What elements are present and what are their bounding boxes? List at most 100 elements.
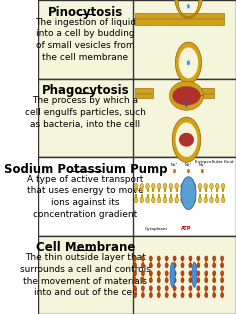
Bar (134, 258, 136, 264)
Text: The process by which a
cell engulfs particles, such
as bacteria, into the cell: The process by which a cell engulfs part… (25, 96, 146, 129)
Bar (182, 258, 183, 264)
Bar (182, 273, 183, 279)
Circle shape (140, 183, 143, 189)
Circle shape (192, 197, 196, 203)
Polygon shape (170, 262, 175, 287)
Circle shape (140, 197, 143, 203)
Bar (176, 186, 178, 192)
Polygon shape (169, 81, 203, 110)
Circle shape (149, 293, 152, 298)
Circle shape (197, 256, 200, 261)
Circle shape (169, 183, 173, 189)
Circle shape (173, 256, 176, 261)
Circle shape (181, 278, 184, 283)
Circle shape (215, 183, 219, 189)
Bar (211, 194, 212, 200)
Circle shape (169, 197, 173, 203)
Circle shape (181, 286, 184, 291)
Bar (221, 273, 223, 279)
Bar (211, 186, 212, 192)
Circle shape (152, 183, 155, 189)
Text: Na⁺: Na⁺ (171, 163, 178, 167)
Circle shape (165, 286, 168, 291)
Circle shape (215, 197, 219, 203)
Circle shape (189, 271, 192, 276)
Circle shape (213, 271, 216, 276)
Circle shape (176, 122, 197, 157)
Circle shape (189, 256, 192, 261)
Bar (150, 273, 152, 279)
Circle shape (175, 42, 202, 84)
Text: Cytoplasm: Cytoplasm (145, 227, 168, 231)
Text: The ingestion of liquid
into a cell by budding
of small vesicles from
the cell m: The ingestion of liquid into a cell by b… (35, 18, 136, 62)
Bar (141, 186, 143, 192)
Bar (135, 13, 224, 18)
Bar (38, 78, 236, 157)
Circle shape (141, 263, 144, 268)
Bar (135, 186, 137, 192)
Bar (206, 258, 207, 264)
Bar (135, 94, 153, 98)
Circle shape (165, 278, 168, 283)
Circle shape (157, 286, 160, 291)
Circle shape (141, 286, 144, 291)
Circle shape (210, 183, 213, 189)
Circle shape (205, 278, 208, 283)
Text: A type of active transport
that uses energy to move
ions against its
concentrati: A type of active transport that uses ene… (27, 175, 144, 219)
Circle shape (186, 183, 190, 189)
Text: ATP: ATP (181, 226, 192, 231)
Circle shape (181, 197, 184, 203)
Circle shape (205, 293, 208, 298)
Bar (147, 194, 148, 200)
Circle shape (221, 293, 224, 298)
Circle shape (141, 293, 144, 298)
Circle shape (133, 293, 137, 298)
Circle shape (149, 263, 152, 268)
Circle shape (205, 271, 208, 276)
Circle shape (173, 286, 176, 291)
Bar (181, 194, 183, 200)
Circle shape (221, 256, 224, 261)
Circle shape (189, 293, 192, 298)
Bar (198, 288, 199, 294)
Bar (158, 186, 160, 192)
Circle shape (133, 278, 137, 283)
Bar (213, 258, 215, 264)
Circle shape (133, 256, 137, 261)
Bar (213, 288, 215, 294)
Bar (181, 186, 183, 192)
Circle shape (157, 256, 160, 261)
Circle shape (149, 256, 152, 261)
Circle shape (221, 263, 224, 268)
Circle shape (173, 278, 176, 283)
Circle shape (157, 293, 160, 298)
Bar (216, 186, 218, 192)
Circle shape (205, 263, 208, 268)
Circle shape (157, 278, 160, 283)
Text: Phagocytosis: Phagocytosis (42, 84, 129, 97)
Circle shape (173, 263, 176, 268)
Bar (199, 194, 201, 200)
Circle shape (204, 183, 207, 189)
Circle shape (134, 197, 138, 203)
Text: Cell Membrane: Cell Membrane (36, 241, 135, 254)
Circle shape (173, 271, 176, 276)
Bar (142, 273, 144, 279)
Polygon shape (179, 133, 194, 147)
Bar (158, 288, 160, 294)
Circle shape (146, 197, 149, 203)
Polygon shape (192, 262, 197, 287)
Circle shape (213, 286, 216, 291)
Bar (194, 88, 214, 93)
Circle shape (181, 256, 184, 261)
Bar (198, 258, 199, 264)
Circle shape (157, 183, 161, 189)
Circle shape (181, 271, 184, 276)
Bar (190, 258, 191, 264)
Bar (164, 186, 166, 192)
Bar (190, 288, 191, 294)
Circle shape (175, 183, 178, 189)
Circle shape (198, 197, 202, 203)
Circle shape (192, 183, 196, 189)
Bar (213, 273, 215, 279)
